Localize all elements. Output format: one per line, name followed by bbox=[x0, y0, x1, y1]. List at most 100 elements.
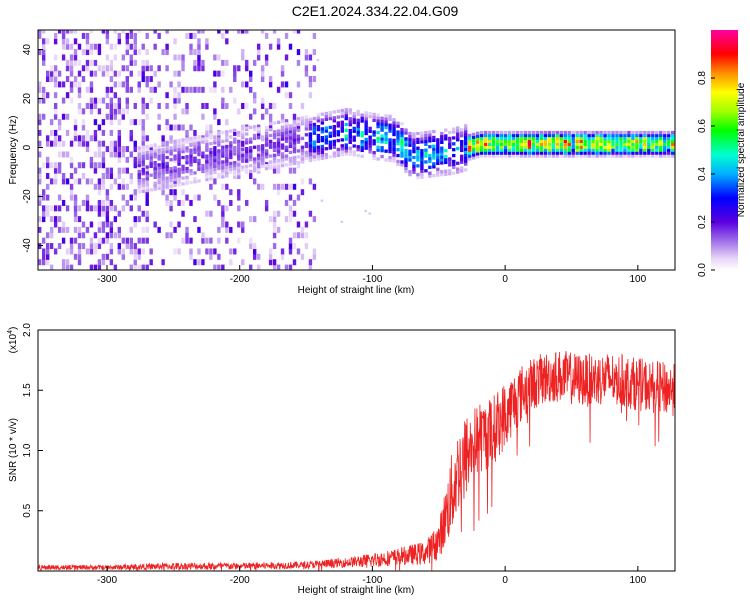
spectrogram-cell bbox=[340, 114, 344, 119]
spectrogram-cell bbox=[93, 248, 98, 255]
spectrogram-cell bbox=[587, 133, 591, 138]
spectrogram-cell bbox=[133, 253, 137, 260]
spectrogram-cell bbox=[384, 158, 388, 162]
spectrogram-cell bbox=[428, 153, 432, 158]
spectrogram-cell bbox=[109, 226, 114, 233]
spectrogram-cell bbox=[340, 129, 344, 133]
spectrogram-cell bbox=[563, 136, 567, 141]
spectrogram-cell bbox=[153, 149, 157, 153]
spectrogram-cell bbox=[332, 154, 337, 158]
spectrogram-cell bbox=[284, 32, 289, 39]
spectrogram-cell bbox=[85, 65, 90, 72]
spectrogram-cell bbox=[105, 146, 110, 153]
spectrogram-cell bbox=[41, 113, 46, 120]
spectrogram-cell bbox=[153, 43, 157, 50]
spectrogram-cell bbox=[547, 154, 551, 158]
spectrogram-cell bbox=[113, 30, 118, 34]
spectrogram-cell bbox=[292, 232, 297, 239]
spectrogram-cell bbox=[133, 216, 137, 223]
spectrogram-cell bbox=[428, 171, 432, 175]
spectrogram-cell bbox=[316, 151, 321, 155]
spectrogram-cell bbox=[193, 144, 197, 149]
spectrogram-cell bbox=[292, 132, 297, 136]
spectrogram-cell bbox=[141, 124, 145, 131]
spectrogram-cell bbox=[380, 149, 384, 153]
spectrogram-cell bbox=[467, 136, 472, 141]
spectrogram-cell bbox=[61, 173, 66, 180]
spectrogram-cell bbox=[483, 154, 488, 158]
spectrogram-cell bbox=[125, 97, 129, 104]
spectrogram-cell bbox=[647, 142, 651, 146]
spectrogram-cell bbox=[392, 138, 396, 143]
spectrogram-cell bbox=[328, 114, 333, 118]
spectrogram-cell bbox=[515, 133, 520, 138]
spectrogram-cell bbox=[308, 210, 313, 217]
spectrogram-cell bbox=[272, 183, 277, 190]
spectrogram-cell bbox=[201, 30, 205, 34]
spectrogram-cell bbox=[292, 135, 297, 139]
spectrogram-cell bbox=[479, 136, 484, 141]
spectrogram-cell bbox=[348, 152, 352, 156]
spectrogram-cell bbox=[145, 226, 149, 233]
spectrogram-cell bbox=[424, 136, 428, 141]
spectrogram-cell bbox=[507, 148, 512, 152]
snr-y-axis-label: SNR (10 * v/v) bbox=[8, 418, 19, 482]
spectrogram-cell bbox=[671, 136, 675, 141]
spectrogram-cell bbox=[165, 179, 169, 183]
spectrogram-cell bbox=[89, 237, 94, 244]
spectrogram-cell bbox=[197, 158, 201, 163]
spectrogram-cell bbox=[348, 117, 352, 121]
spectrogram-cell bbox=[81, 76, 86, 83]
spectrogram-cell bbox=[117, 108, 122, 115]
spectrogram-cell bbox=[217, 158, 221, 162]
spectrogram-cell bbox=[177, 92, 181, 99]
spectrogram-cell bbox=[256, 183, 261, 190]
spectrogram-cell bbox=[264, 137, 269, 141]
spectrogram-cell bbox=[237, 65, 241, 72]
spectrogram-cell bbox=[356, 127, 360, 131]
spectrogram-cell bbox=[575, 139, 579, 144]
spectrogram-cell bbox=[272, 102, 277, 109]
spectrogram-cell bbox=[137, 146, 141, 150]
spectrogram-cell bbox=[145, 113, 149, 120]
spectrogram-cell bbox=[444, 149, 448, 153]
spectrogram-cell bbox=[121, 205, 126, 212]
spectrogram-cell bbox=[61, 140, 66, 147]
spectrogram-cell bbox=[225, 133, 229, 137]
spectrogram-cell bbox=[233, 97, 237, 104]
spectrogram-cell bbox=[292, 30, 297, 34]
spectrogram-cell bbox=[221, 264, 225, 270]
spectrogram-cell bbox=[408, 134, 412, 139]
spectrogram-cell bbox=[304, 150, 309, 155]
spectrogram-cell bbox=[73, 178, 78, 185]
spectrogram-cell bbox=[396, 139, 400, 143]
spectrogram-cell bbox=[185, 161, 189, 165]
spectrogram-cell bbox=[133, 194, 137, 201]
spectrogram-cell bbox=[233, 152, 237, 156]
spectrogram-cell bbox=[463, 150, 468, 154]
spectrogram-cell bbox=[412, 144, 416, 148]
spectrogram-cell bbox=[53, 54, 58, 61]
spectrogram-cell bbox=[304, 243, 309, 250]
spectrogram-cell bbox=[217, 143, 221, 147]
spectrogram-cell bbox=[280, 70, 285, 77]
spectrogram-cell bbox=[133, 102, 137, 109]
spectrogram-cell bbox=[73, 129, 78, 136]
spectrogram-cell bbox=[193, 180, 197, 184]
spectrogram-cell bbox=[348, 131, 352, 136]
spectrogram-cell bbox=[241, 54, 245, 61]
spectrogram-cell bbox=[125, 237, 129, 244]
spectrogram-cell bbox=[643, 133, 647, 138]
spectrogram-cell bbox=[129, 178, 133, 185]
spectrogram-cell bbox=[217, 155, 221, 159]
spectrogram-cell bbox=[308, 152, 313, 157]
spectrogram-cell bbox=[117, 210, 122, 217]
spectrogram-cell bbox=[400, 122, 404, 126]
spectrogram-cell bbox=[404, 163, 408, 168]
spectrogram-cell bbox=[491, 148, 496, 152]
spectrogram-cell bbox=[53, 108, 58, 115]
spectrogram-cell bbox=[45, 259, 50, 266]
spectrogram-cell bbox=[467, 133, 472, 138]
spectrogram-cell bbox=[288, 210, 293, 217]
spectrogram-cell bbox=[233, 146, 237, 153]
